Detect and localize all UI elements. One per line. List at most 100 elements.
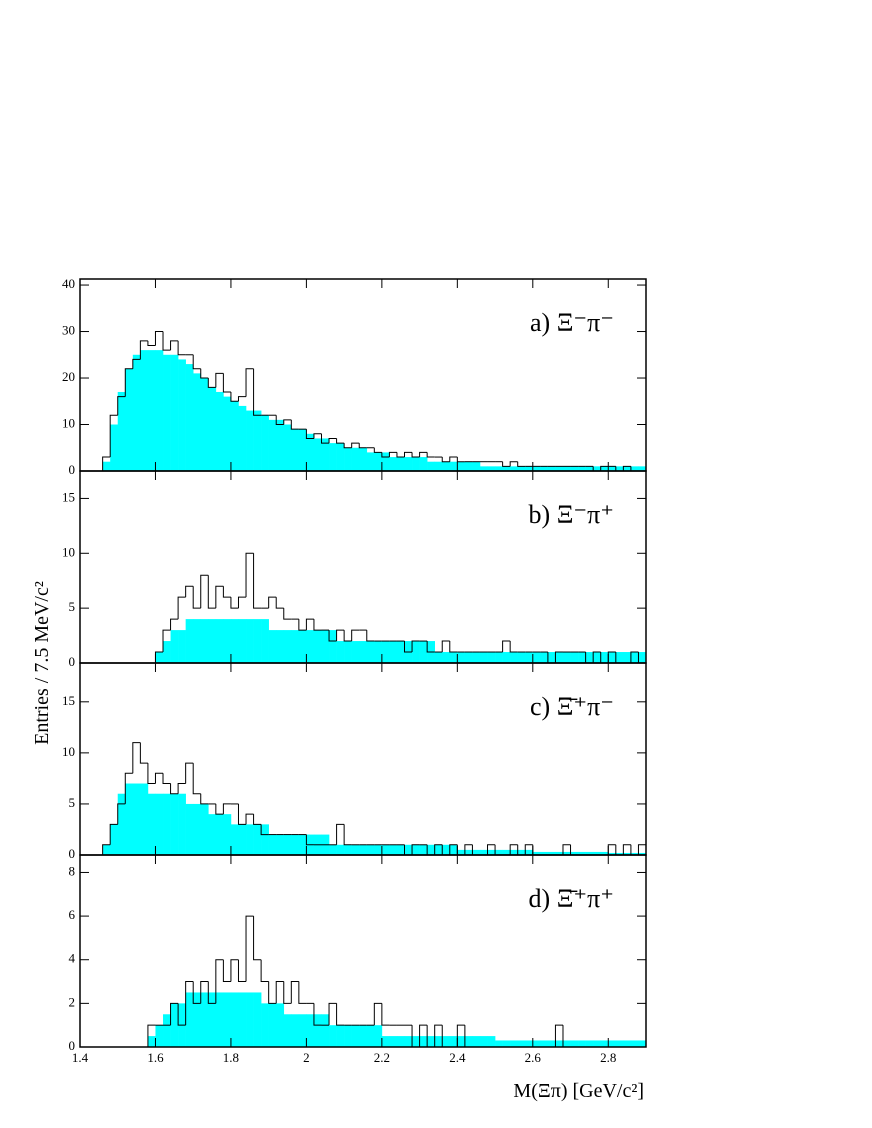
data-step bbox=[192, 981, 201, 1004]
mc-bar bbox=[321, 438, 330, 471]
mc-bar bbox=[585, 466, 594, 471]
x-tick-label: 2.8 bbox=[600, 1050, 616, 1065]
mc-bar bbox=[208, 619, 217, 663]
mc-bar bbox=[140, 783, 149, 855]
mc-bar bbox=[495, 1040, 503, 1047]
mc-bar bbox=[147, 350, 156, 471]
mc-bar bbox=[502, 849, 511, 855]
mc-bar bbox=[329, 443, 337, 471]
data-step bbox=[215, 959, 224, 1004]
data-step bbox=[426, 452, 435, 458]
data-step bbox=[237, 959, 247, 983]
data-step bbox=[245, 915, 254, 982]
mc-bar bbox=[359, 641, 368, 663]
data-step bbox=[222, 959, 231, 983]
mc-bar bbox=[163, 354, 171, 471]
mc-bar bbox=[366, 1025, 375, 1047]
mc-bar bbox=[374, 452, 383, 471]
mc-bar bbox=[457, 652, 466, 663]
x-tick-label: 2 bbox=[303, 1050, 310, 1065]
mc-bar bbox=[351, 844, 360, 855]
mc-bar bbox=[479, 652, 488, 663]
mc-bar bbox=[359, 844, 368, 855]
mc-bar bbox=[313, 630, 322, 663]
mc-bar bbox=[344, 1025, 352, 1047]
data-step bbox=[343, 824, 352, 846]
mc-bar bbox=[396, 457, 405, 471]
mc-bar bbox=[578, 652, 586, 663]
mc-bar bbox=[555, 466, 564, 471]
mc-bar bbox=[630, 1040, 639, 1047]
data-step bbox=[192, 586, 201, 609]
mc-bar bbox=[238, 824, 247, 855]
data-step bbox=[509, 641, 518, 653]
data-step bbox=[509, 844, 518, 855]
data-step bbox=[170, 340, 179, 351]
mc-bar bbox=[608, 852, 617, 855]
mc-bar bbox=[623, 1040, 632, 1047]
data-step bbox=[154, 331, 164, 346]
mc-bar bbox=[517, 849, 526, 855]
mc-bar bbox=[562, 652, 571, 663]
y-tick-label: 30 bbox=[62, 323, 75, 338]
data-step bbox=[456, 457, 465, 463]
mc-bar bbox=[230, 824, 239, 855]
data-step bbox=[230, 391, 239, 402]
data-step bbox=[351, 442, 360, 448]
mc-bar bbox=[517, 466, 526, 471]
mc-bar bbox=[502, 466, 511, 471]
mc-bar bbox=[200, 803, 209, 855]
mc-bar bbox=[593, 1040, 602, 1047]
mc-bar bbox=[336, 844, 345, 855]
mc-bar bbox=[147, 793, 156, 855]
mc-bar bbox=[472, 1036, 481, 1047]
mc-bar bbox=[178, 630, 186, 663]
mc-bar bbox=[163, 1014, 171, 1047]
mc-bar bbox=[381, 641, 390, 663]
mc-bar bbox=[208, 992, 217, 1047]
data-step bbox=[388, 451, 397, 458]
data-step bbox=[554, 651, 563, 663]
mc-bar bbox=[472, 461, 481, 471]
data-step bbox=[147, 340, 156, 346]
data-step bbox=[336, 823, 345, 845]
x-axis-label: M(Ξπ) [GeV/c²] bbox=[513, 1080, 644, 1102]
y-tick-label: 8 bbox=[69, 863, 76, 878]
mc-bar bbox=[230, 992, 239, 1047]
mc-bar bbox=[366, 844, 375, 855]
mc-bar bbox=[457, 1036, 466, 1047]
y-tick-label: 4 bbox=[69, 951, 76, 966]
mc-bar bbox=[630, 466, 639, 471]
mc-bar bbox=[502, 652, 511, 663]
mc-bar bbox=[283, 424, 292, 471]
data-step bbox=[124, 772, 133, 804]
mc-bar bbox=[276, 419, 285, 471]
data-step bbox=[215, 803, 224, 815]
data-step bbox=[117, 803, 126, 825]
mc-bar bbox=[344, 641, 352, 663]
data-step bbox=[222, 586, 231, 598]
mc-bar bbox=[570, 851, 579, 855]
data-step bbox=[207, 378, 216, 388]
data-step bbox=[313, 433, 322, 439]
mc-bar bbox=[457, 461, 466, 471]
mc-bar bbox=[562, 466, 571, 471]
data-step bbox=[336, 438, 345, 444]
mc-bar bbox=[464, 1036, 473, 1047]
mc-bar bbox=[510, 652, 519, 663]
data-step bbox=[260, 824, 269, 836]
mc-bar bbox=[306, 1014, 315, 1047]
data-step bbox=[509, 461, 518, 467]
data-step bbox=[102, 844, 111, 855]
y-tick-label: 2 bbox=[69, 994, 76, 1009]
data-step bbox=[139, 340, 148, 360]
mc-bar bbox=[336, 1025, 345, 1047]
mc-bar bbox=[464, 652, 473, 663]
data-step bbox=[200, 793, 209, 805]
mc-bar bbox=[608, 1040, 617, 1047]
data-step bbox=[373, 1002, 382, 1026]
data-step bbox=[200, 368, 209, 379]
x-tick-label: 1.8 bbox=[223, 1050, 239, 1065]
mc-bar bbox=[117, 391, 126, 471]
